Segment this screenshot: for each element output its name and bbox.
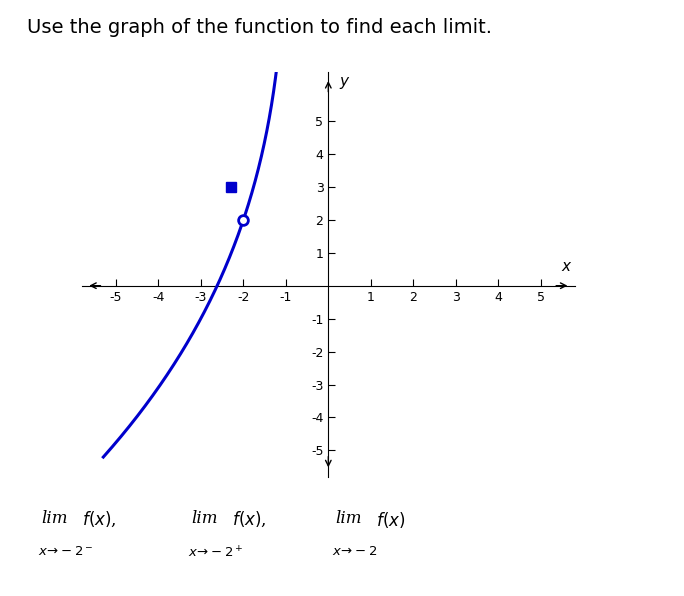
Text: $f(x)$,: $f(x)$, <box>77 510 116 529</box>
Text: lim: lim <box>192 510 218 527</box>
Text: $x\!\to\!-2^-$: $x\!\to\!-2^-$ <box>38 545 93 558</box>
Text: $x\!\to\!-2$: $x\!\to\!-2$ <box>332 545 378 558</box>
Text: $y$: $y$ <box>339 75 350 91</box>
Text: lim: lim <box>335 510 362 527</box>
Text: $x$: $x$ <box>561 259 573 274</box>
Text: $f(x)$: $f(x)$ <box>371 510 405 530</box>
Text: $x\!\to\!-2^+$: $x\!\to\!-2^+$ <box>188 545 244 561</box>
Text: lim: lim <box>41 510 68 527</box>
Text: Use the graph of the function to find each limit.: Use the graph of the function to find ea… <box>27 18 492 37</box>
Text: $f(x)$,: $f(x)$, <box>227 510 267 529</box>
